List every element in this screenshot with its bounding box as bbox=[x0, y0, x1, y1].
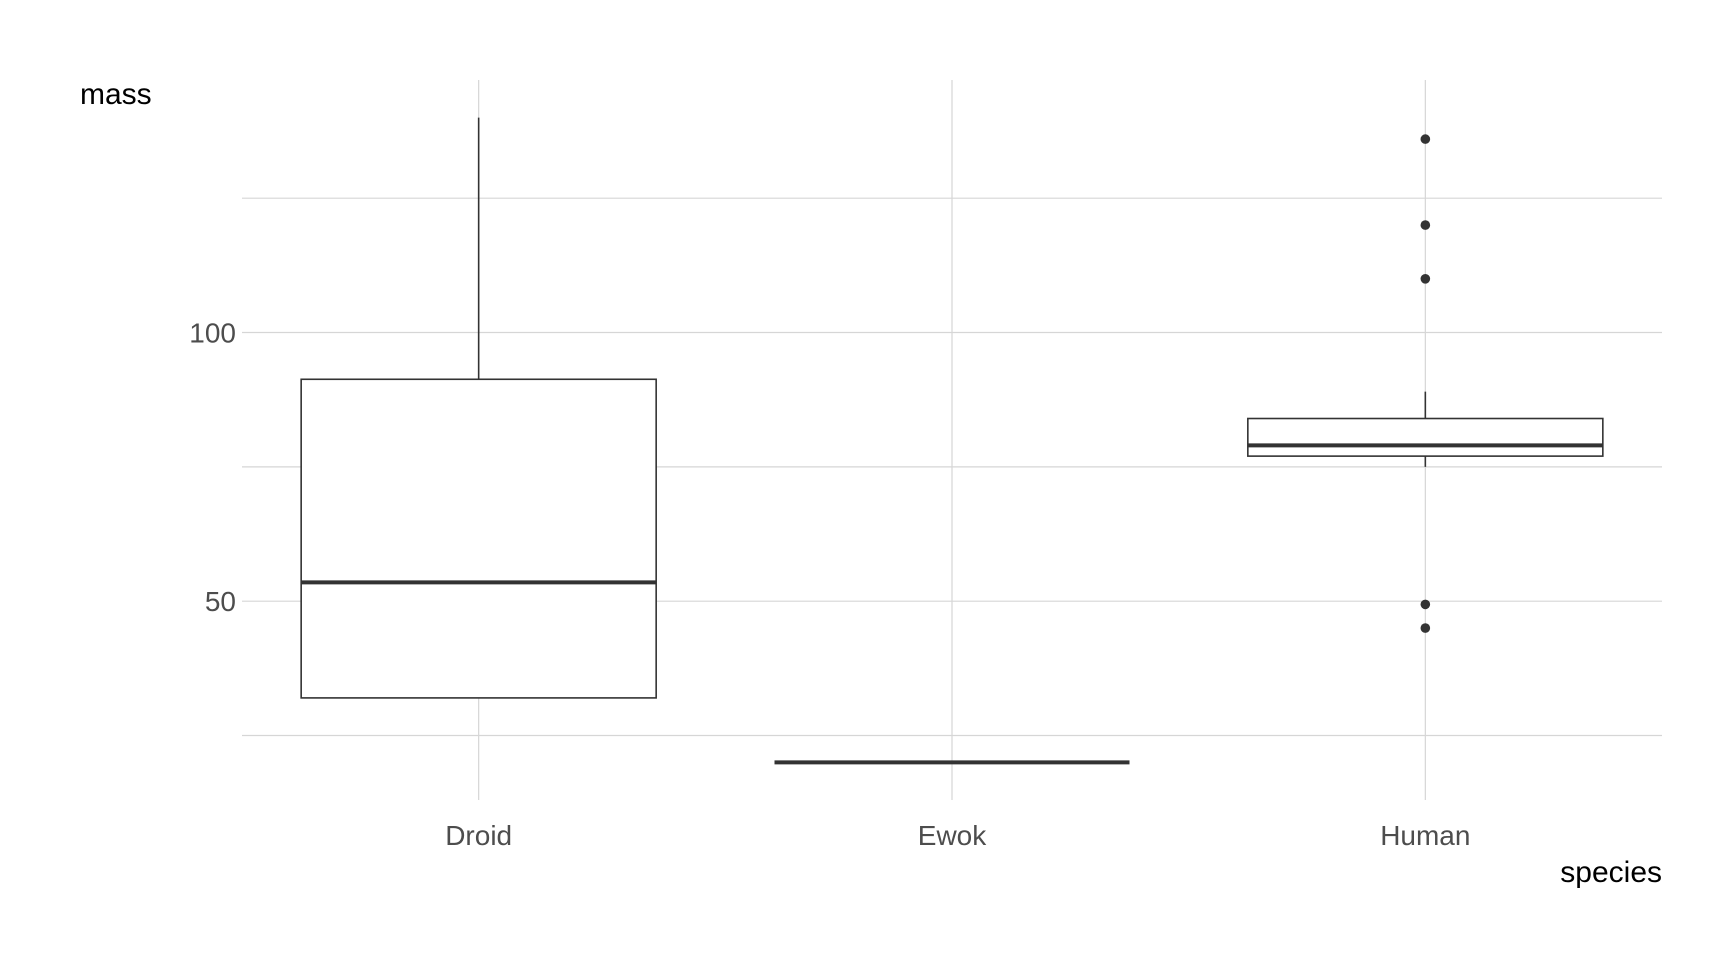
x-tick-label: Human bbox=[1380, 820, 1470, 851]
outlier-point bbox=[1420, 274, 1431, 284]
y-axis-title: mass bbox=[80, 78, 152, 111]
y-tick-label: 50 bbox=[205, 586, 236, 617]
box-iqr bbox=[300, 378, 657, 699]
box-droid bbox=[300, 117, 657, 699]
outlier-point bbox=[1420, 623, 1431, 633]
box-iqr bbox=[1247, 417, 1604, 457]
outlier-point bbox=[1420, 134, 1431, 144]
x-tick-label: Ewok bbox=[918, 820, 987, 851]
boxes-layer bbox=[300, 117, 1604, 765]
y-tick-label: 100 bbox=[189, 318, 236, 349]
outlier-point bbox=[1420, 220, 1431, 230]
tick-labels: 50 100 Droid Ewok Human bbox=[189, 318, 1470, 851]
x-tick-label: Droid bbox=[445, 820, 512, 851]
x-axis-title: species bbox=[1560, 856, 1662, 889]
box-human bbox=[1247, 134, 1604, 633]
outlier-point bbox=[1420, 599, 1431, 610]
